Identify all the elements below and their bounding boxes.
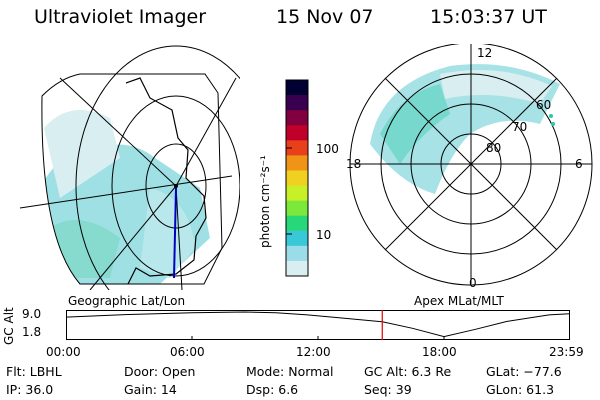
mlt-label-6: 6	[575, 157, 583, 171]
geographic-label: Geographic Lat/Lon	[68, 294, 186, 308]
aurora-dayside-patch	[140, 188, 195, 278]
xtick-label-0600: 06:00	[170, 345, 205, 359]
coastline	[125, 77, 207, 285]
altitude-ylabel: GC Alt	[2, 307, 16, 345]
status-door: Door: Open	[124, 364, 196, 379]
geographic-map-panel	[19, 45, 240, 290]
time-label: 15:03:37 UT	[430, 6, 547, 28]
earth-disk-outline	[41, 73, 223, 285]
polar-aurora-dot	[551, 122, 555, 126]
polar-aurora-bright	[380, 84, 450, 164]
colorbar-cell	[286, 200, 308, 217]
polar-aurora-diffuse	[440, 70, 552, 104]
colorbar-cell	[286, 230, 308, 247]
lat-label-60: 60	[536, 98, 552, 112]
status-seq: Seq: 39	[364, 382, 412, 397]
altitude-series-line	[66, 311, 570, 338]
colorbar-cell	[286, 260, 308, 277]
lat-label-70: 70	[512, 120, 528, 134]
colorbar-frame	[285, 79, 309, 277]
aurora-bright-patch	[50, 220, 120, 278]
magnetic-polar-panel	[349, 44, 593, 286]
status-gain: Gain: 14	[124, 382, 177, 397]
status-ip: IP: 36.0	[6, 382, 54, 397]
colorbar-cell	[286, 245, 308, 262]
date-label: 15 Nov 07	[276, 6, 374, 28]
colorbar-cell	[286, 170, 308, 187]
colorbar	[285, 79, 309, 277]
xtick-label-1800: 18:00	[422, 345, 457, 359]
polar-aurora-dot	[549, 114, 553, 118]
satellite-track	[173, 187, 177, 279]
colorbar-cell	[286, 80, 308, 96]
polar-grid	[349, 44, 593, 286]
status-mode: Mode: Normal	[246, 364, 334, 379]
status-flt: Flt: LBHL	[6, 364, 62, 379]
xtick-label-0000: 00:00	[46, 345, 81, 359]
altitude-ymax-label: 9.0	[22, 307, 42, 321]
status-glon: GLon: 61.3	[486, 382, 555, 397]
instrument-title: Ultraviolet Imager	[34, 6, 207, 28]
colorbar-cell	[286, 140, 308, 156]
colorbar-cell	[286, 95, 308, 111]
xtick-label-1200: 12:00	[296, 345, 331, 359]
status-dsp: Dsp: 6.6	[246, 382, 299, 397]
colorbar-cell	[286, 185, 308, 202]
mlt-label-0: 0	[469, 276, 477, 290]
colorbar-label-100: 100	[316, 142, 339, 156]
status-gcalt: GC Alt: 6.3 Re	[364, 364, 452, 379]
xtick-label-2359: 23:59	[549, 345, 584, 359]
apex-label: Apex MLat/MLT	[414, 294, 504, 308]
colorbar-unit-label: photon cm⁻²s⁻¹	[258, 155, 272, 248]
colorbar-cell	[286, 110, 308, 126]
lat-label-80: 80	[486, 141, 502, 155]
colorbar-cell	[286, 125, 308, 141]
altitude-ymin-label: 1.8	[22, 325, 42, 339]
status-glat: GLat: −77.6	[486, 364, 562, 379]
pole-marker	[174, 184, 178, 188]
aurora-diffuse-region	[44, 110, 120, 198]
colorbar-cell	[286, 215, 308, 232]
altitude-plot	[66, 310, 570, 340]
colorbar-cell	[286, 155, 308, 171]
mlt-label-12: 12	[477, 46, 493, 60]
mlt-label-18: 18	[346, 157, 362, 171]
colorbar-label-10: 10	[316, 228, 332, 242]
lat-lon-grid	[19, 45, 240, 290]
